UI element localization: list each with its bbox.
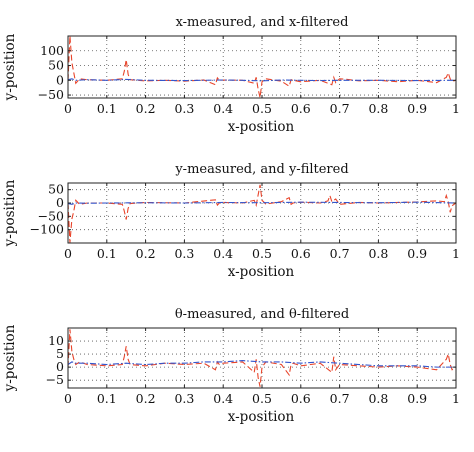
x-tick-label: 0.6 bbox=[291, 246, 311, 261]
y-tick-label: −5 bbox=[46, 372, 64, 387]
y-tick-label: 50 bbox=[48, 182, 64, 197]
chart-panel-2: 0 0.1 0.2 0.3 0.4 0.5 0.6 0.7 0.8 0.9 1−100−50050y… bbox=[2, 162, 460, 280]
x-axis-label: x-position bbox=[228, 409, 295, 425]
x-tick-label: 0 bbox=[64, 246, 72, 261]
y-tick-label: −50 bbox=[38, 208, 64, 223]
y-axis-label: y-position bbox=[2, 33, 18, 101]
x-tick-label: 0.5 bbox=[252, 101, 272, 116]
x-tick-label: 0.3 bbox=[174, 391, 194, 406]
x-tick-label: 0.4 bbox=[213, 391, 233, 406]
y-axis-label: y-position bbox=[2, 324, 18, 392]
y-tick-label: 100 bbox=[40, 43, 64, 58]
x-tick-label: 1 bbox=[452, 391, 460, 406]
x-tick-label: 0.8 bbox=[368, 101, 388, 116]
x-tick-label: 0.5 bbox=[252, 246, 272, 261]
x-tick-label: 0.9 bbox=[407, 101, 427, 116]
y-tick-label: 0 bbox=[56, 195, 64, 210]
y-tick-label: −100 bbox=[30, 222, 64, 237]
y-tick-label: 50 bbox=[48, 58, 64, 73]
chart-title: x-measured, and x-filtered bbox=[176, 15, 349, 30]
chart-title: y-measured, and y-filtered bbox=[174, 162, 348, 177]
x-tick-label: 1 bbox=[452, 101, 460, 116]
series-line-measured bbox=[68, 329, 456, 387]
x-tick-label: 0 bbox=[64, 391, 72, 406]
x-tick-label: 0.1 bbox=[97, 391, 117, 406]
y-tick-label: 10 bbox=[48, 333, 64, 348]
x-tick-label: 0.3 bbox=[174, 101, 194, 116]
x-tick-label: 0.7 bbox=[330, 391, 350, 406]
x-tick-label: 0.2 bbox=[136, 391, 156, 406]
x-tick-label: 0.2 bbox=[136, 246, 156, 261]
x-tick-label: 0.7 bbox=[330, 246, 350, 261]
x-tick-label: 0.4 bbox=[213, 246, 233, 261]
series-line-filtered bbox=[68, 360, 456, 368]
chart-title: θ-measured, and θ-filtered bbox=[175, 307, 349, 322]
x-tick-label: 0.6 bbox=[291, 391, 311, 406]
x-tick-label: 0.9 bbox=[407, 391, 427, 406]
x-tick-label: 0.6 bbox=[291, 101, 311, 116]
y-tick-label: −50 bbox=[38, 87, 64, 102]
x-tick-label: 1 bbox=[452, 246, 460, 261]
y-tick-label: 5 bbox=[56, 346, 64, 361]
x-tick-label: 0.5 bbox=[252, 391, 272, 406]
y-tick-label: 0 bbox=[56, 72, 64, 87]
x-tick-label: 0.9 bbox=[407, 246, 427, 261]
series-line-measured bbox=[68, 184, 456, 243]
x-tick-label: 0.4 bbox=[213, 101, 233, 116]
x-axis-label: x-position bbox=[228, 264, 295, 280]
x-tick-label: 0.8 bbox=[368, 391, 388, 406]
series-line-filtered bbox=[68, 78, 456, 82]
x-tick-label: 0.7 bbox=[330, 101, 350, 116]
x-axis-label: x-position bbox=[228, 119, 295, 135]
x-tick-label: 0.2 bbox=[136, 101, 156, 116]
chart-panel-1: 0 0.1 0.2 0.3 0.4 0.5 0.6 0.7 0.8 0.9 1−50050100x-… bbox=[2, 15, 460, 135]
x-tick-label: 0 bbox=[64, 101, 72, 116]
y-tick-label: 0 bbox=[56, 359, 64, 374]
chart-panel-3: 0 0.1 0.2 0.3 0.4 0.5 0.6 0.7 0.8 0.9 1−50510θ-mea… bbox=[2, 307, 460, 425]
series-line-filtered bbox=[68, 201, 456, 205]
x-tick-label: 0.1 bbox=[97, 101, 117, 116]
y-axis-label: y-position bbox=[2, 179, 18, 247]
x-tick-label: 0.3 bbox=[174, 246, 194, 261]
x-tick-label: 0.1 bbox=[97, 246, 117, 261]
x-tick-label: 0.8 bbox=[368, 246, 388, 261]
